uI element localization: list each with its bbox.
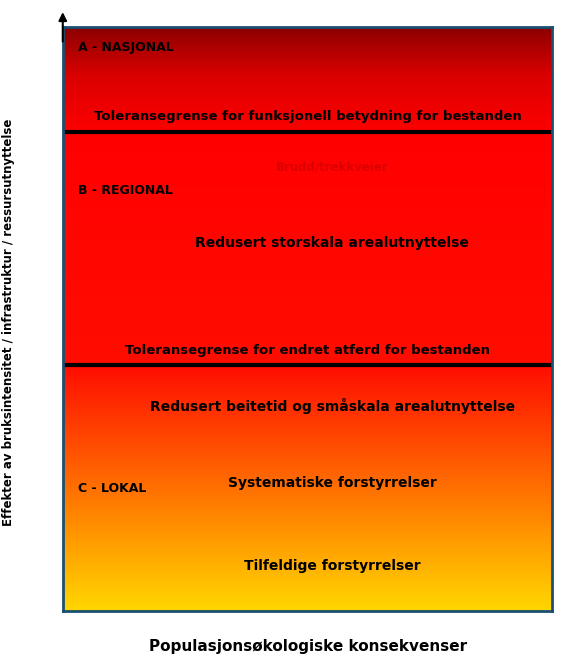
Text: Effekter av bruksintensitet / infrastruktur / ressursutnyttelse: Effekter av bruksintensitet / infrastruk… xyxy=(2,118,15,526)
Text: C - LOKAL: C - LOKAL xyxy=(78,482,146,495)
Text: Redusert storskala arealutnyttelse: Redusert storskala arealutnyttelse xyxy=(195,236,469,250)
Text: Toleransegrense for funksjonell betydning for bestanden: Toleransegrense for funksjonell betydnin… xyxy=(94,110,522,123)
Text: Tilfeldige forstyrrelser: Tilfeldige forstyrrelser xyxy=(244,560,420,574)
Text: Brudd/trekkveier: Brudd/trekkveier xyxy=(276,160,388,173)
Text: Redusert beitetid og småskala arealutnyttelse: Redusert beitetid og småskala arealutnyt… xyxy=(150,399,515,414)
Text: A - NASJONAL: A - NASJONAL xyxy=(78,42,174,54)
Text: Populasjonsøkologiske konsekvenser: Populasjonsøkologiske konsekvenser xyxy=(148,639,467,654)
Text: Toleransegrense for endret atferd for bestanden: Toleransegrense for endret atferd for be… xyxy=(125,344,490,357)
Text: Systematiske forstyrrelser: Systematiske forstyrrelser xyxy=(228,476,436,490)
Text: B - REGIONAL: B - REGIONAL xyxy=(78,184,172,197)
